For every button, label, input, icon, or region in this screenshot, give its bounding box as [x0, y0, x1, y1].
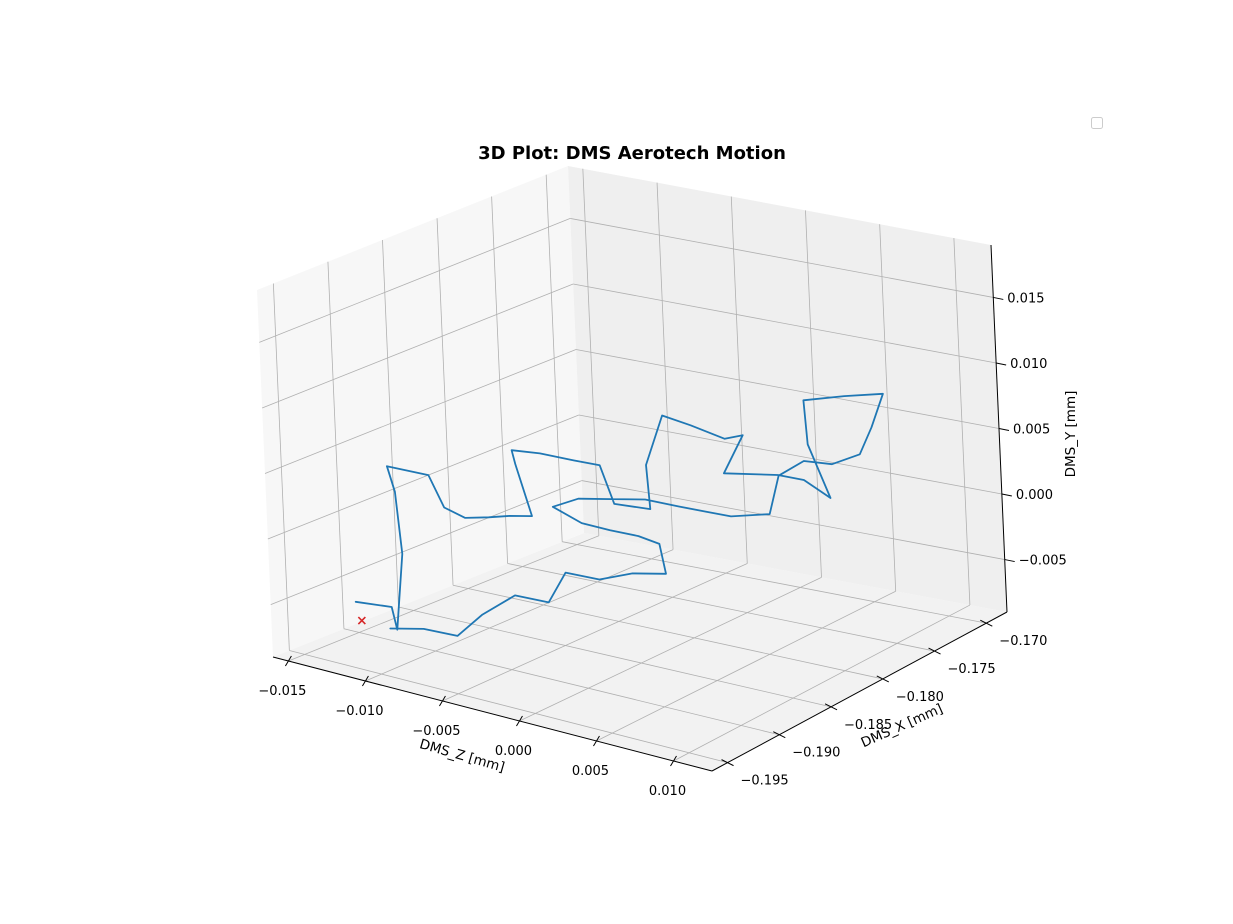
y-tick-label: −0.185 — [844, 718, 892, 733]
grid-line-y — [289, 650, 728, 764]
y-tick-label: −0.190 — [792, 746, 840, 761]
x-tick-label: 0.005 — [572, 764, 609, 779]
x-tick-label: −0.015 — [258, 684, 306, 699]
grid-line-z — [575, 349, 1000, 429]
grid-line-y — [452, 584, 883, 680]
x-tick — [593, 735, 600, 747]
z-tick — [998, 428, 1010, 431]
start-marker — [357, 616, 366, 625]
z-axis-label: DMS_Y [mm] — [1063, 391, 1079, 478]
grid-line-z — [570, 218, 994, 298]
grid-line-y — [343, 628, 780, 736]
y-tick-label: −0.170 — [999, 634, 1047, 649]
x-tick-label: −0.005 — [412, 724, 460, 739]
y-tick — [980, 619, 993, 627]
grid-line-x — [596, 590, 896, 742]
grid-line-z — [264, 349, 577, 474]
y-tick-label: −0.180 — [896, 690, 944, 705]
z-tick — [1001, 493, 1012, 497]
y-tick — [721, 759, 734, 767]
grid-line-x — [365, 549, 674, 682]
x-axis-label: DMS_Z [mm] — [418, 736, 507, 776]
grid-line-z — [270, 480, 582, 605]
axes-panes — [257, 166, 1007, 771]
grid-lines — [259, 168, 1005, 764]
x-tick — [516, 715, 523, 727]
y-tick-labels: −0.195−0.190 −0.185 −0.180 −0.175−0.170 — [741, 634, 1048, 788]
z-tick-label: −0.005 — [1019, 554, 1067, 569]
z-tick — [993, 296, 1004, 300]
grid-line-x — [519, 576, 822, 722]
floor-pane — [273, 533, 1007, 771]
z-tick-label: 0.010 — [1010, 357, 1047, 372]
x-tick — [284, 655, 292, 667]
x-tick — [670, 755, 677, 767]
y-tick-label: −0.175 — [948, 662, 996, 677]
grid-line-z — [261, 283, 574, 409]
x-tick — [361, 675, 369, 687]
z-tick-labels: −0.005 0.000 0.005 0.010 0.015 — [1007, 291, 1067, 568]
grid-line-y — [507, 563, 935, 652]
grid-line-z — [259, 218, 571, 343]
x-tick — [439, 695, 446, 707]
z-tick-label: 0.015 — [1007, 291, 1044, 306]
y-tick-label: −0.195 — [741, 774, 789, 789]
series-layer — [354, 392, 884, 637]
grid-line-z — [573, 283, 997, 364]
grid-line-z — [578, 414, 1002, 495]
chart-title: 3D Plot: DMS Aerotech Motion — [478, 143, 786, 164]
y-tick — [876, 675, 890, 683]
legend-box — [1091, 117, 1103, 129]
z-tick — [1004, 559, 1015, 563]
z-tick — [996, 362, 1007, 366]
x-tick-labels: −0.015 −0.010 −0.005 0.000 0.005 0.010 — [258, 684, 686, 799]
grid-line-x — [442, 563, 748, 702]
z-tick-label: 0.000 — [1016, 488, 1053, 503]
y-tick — [928, 647, 941, 655]
y-tick — [824, 703, 838, 711]
x-tick-label: 0.010 — [649, 784, 686, 799]
grid-line-x — [673, 604, 971, 762]
grid-line-x — [288, 535, 599, 662]
y-axis-line — [711, 611, 1008, 772]
axis-lines — [272, 244, 1015, 772]
y-tick — [773, 731, 786, 739]
x-axis-line — [272, 656, 713, 772]
grid-line-y — [562, 541, 987, 624]
x-tick-label: 0.000 — [495, 744, 532, 759]
x-tick-label: −0.010 — [335, 704, 383, 719]
z-tick-label: 0.005 — [1013, 423, 1050, 438]
motion-path-line — [354, 392, 884, 637]
grid-line-z — [267, 414, 580, 540]
grid-line-z — [581, 480, 1005, 560]
